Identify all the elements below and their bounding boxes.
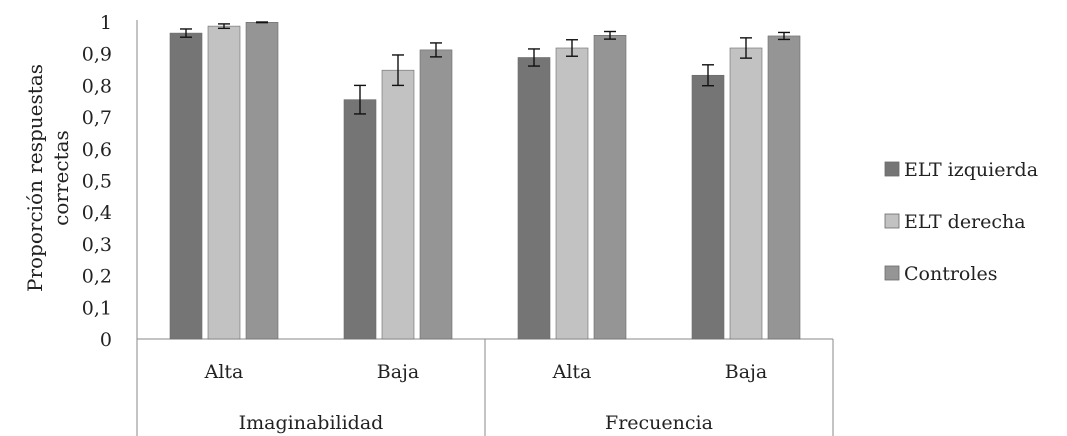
error-bar (702, 64, 714, 87)
error-bar (392, 54, 404, 87)
y-tick-label: 0,2 (82, 266, 112, 288)
legend: ELT izquierda ELT derecha Controles (884, 159, 1038, 285)
group-label: Imaginabilidad (239, 412, 384, 434)
bar (169, 32, 203, 340)
bar (381, 69, 415, 340)
bar (555, 47, 589, 340)
error-bar (218, 23, 230, 30)
group-labels: Imaginabilidad Frecuencia (239, 412, 713, 434)
bar (245, 22, 279, 340)
error-bar (256, 21, 268, 24)
legend-item: ELT izquierda (884, 159, 1038, 181)
legend-item: ELT derecha (884, 211, 1026, 233)
y-tick-label: 0,1 (82, 297, 112, 319)
bars (169, 22, 801, 340)
legend-label: ELT derecha (904, 211, 1026, 233)
error-bar (740, 37, 752, 59)
error-bar (354, 84, 366, 115)
error-bar (566, 39, 578, 57)
y-tick-label: 0,3 (82, 234, 112, 256)
legend-swatch (884, 265, 900, 281)
error-bar (604, 30, 616, 40)
legend-swatch (884, 213, 900, 229)
y-axis-title: Proporción respuestas correctas (23, 64, 73, 292)
bar (767, 35, 801, 340)
category-label: Alta (552, 361, 592, 383)
legend-label: ELT izquierda (904, 159, 1038, 181)
y-tick-label: 1 (100, 12, 112, 34)
legend-swatch (884, 161, 900, 177)
legend-label: Controles (904, 263, 997, 285)
bar (207, 25, 241, 340)
y-axis-title-line-1: Proporción respuestas (23, 64, 47, 292)
error-bar (778, 31, 790, 41)
y-tick-label: 0 (100, 329, 112, 351)
y-tick-label: 0,4 (82, 202, 112, 224)
y-tick-label: 0,7 (82, 107, 112, 129)
error-bar (528, 48, 540, 67)
group-label: Frecuencia (605, 412, 713, 434)
bar (729, 47, 763, 340)
y-axis-title-line-2: correctas (49, 130, 73, 226)
error-bar (430, 42, 442, 58)
category-label: Alta (204, 361, 244, 383)
y-axis-ticks: 0 0,1 0,2 0,3 0,4 0,5 0,6 0,7 0,8 0,9 1 (82, 12, 112, 351)
bar (517, 57, 551, 340)
error-bar (180, 28, 192, 38)
y-tick-label: 0,6 (82, 139, 112, 161)
category-label: Baja (377, 361, 420, 383)
bar (593, 35, 627, 340)
bar (419, 49, 453, 340)
category-labels: Alta Baja Alta Baja (204, 361, 768, 383)
y-tick-label: 0,5 (82, 171, 112, 193)
y-tick-label: 0,9 (82, 44, 112, 66)
bar (691, 74, 725, 340)
y-tick-label: 0,8 (82, 75, 112, 97)
category-label: Baja (725, 361, 768, 383)
bar (343, 99, 377, 340)
legend-item: Controles (884, 263, 997, 285)
error-bars (180, 21, 790, 115)
